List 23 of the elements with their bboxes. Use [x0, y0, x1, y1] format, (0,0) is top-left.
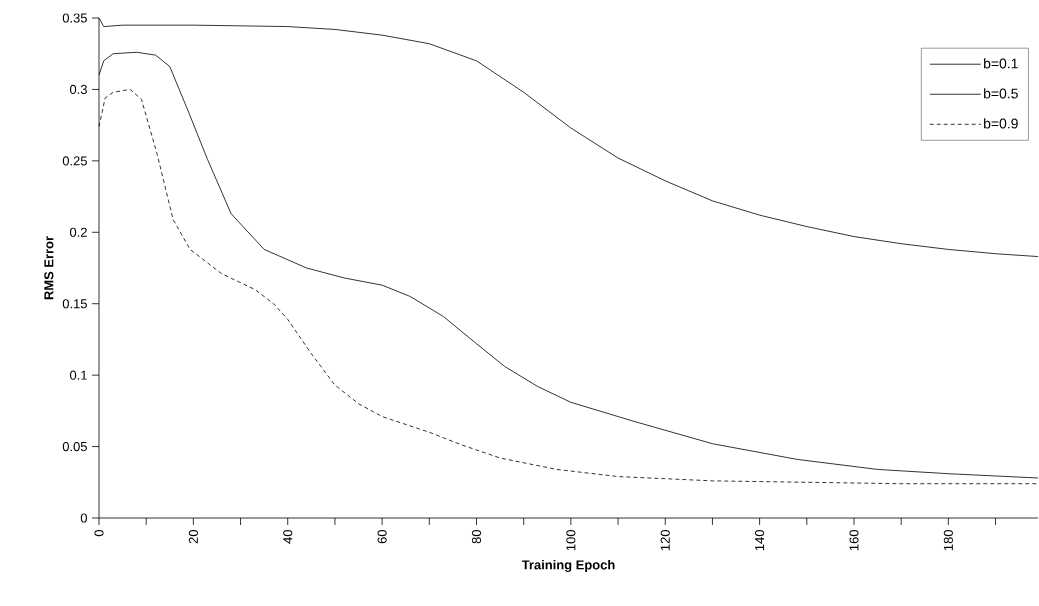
- x-tick-label: 20: [188, 530, 198, 544]
- legend-label: b=0.5: [984, 88, 1018, 99]
- y-axis-title: RMS Error: [44, 236, 54, 300]
- y-tick-label: 0.05: [62, 441, 87, 452]
- x-tick-label: 160: [849, 530, 859, 551]
- x-tick-label: 180: [943, 530, 953, 551]
- y-tick-label: 0.35: [62, 13, 87, 23]
- y-tick-label: 0.25: [62, 156, 87, 166]
- y-tick-label: 0.15: [62, 299, 87, 309]
- legend-label: b=0.9: [984, 118, 1018, 129]
- x-tick-label: 40: [283, 530, 293, 544]
- x-tick-label: 120: [660, 530, 670, 551]
- x-axis-title: Training Epoch: [521, 559, 615, 573]
- x-tick-label: 140: [755, 530, 765, 551]
- y-tick-label: 0.3: [69, 84, 87, 95]
- x-tick-label: 100: [566, 530, 576, 551]
- x-tick-label: 60: [377, 530, 387, 544]
- y-tick-label: 0: [80, 513, 87, 523]
- x-tick-label: 0: [94, 530, 104, 537]
- x-tick-label: 80: [471, 530, 482, 544]
- y-tick-label: 0.2: [69, 227, 87, 237]
- y-tick-label: 0.1: [69, 370, 87, 380]
- legend-label: b=0.1: [984, 58, 1018, 69]
